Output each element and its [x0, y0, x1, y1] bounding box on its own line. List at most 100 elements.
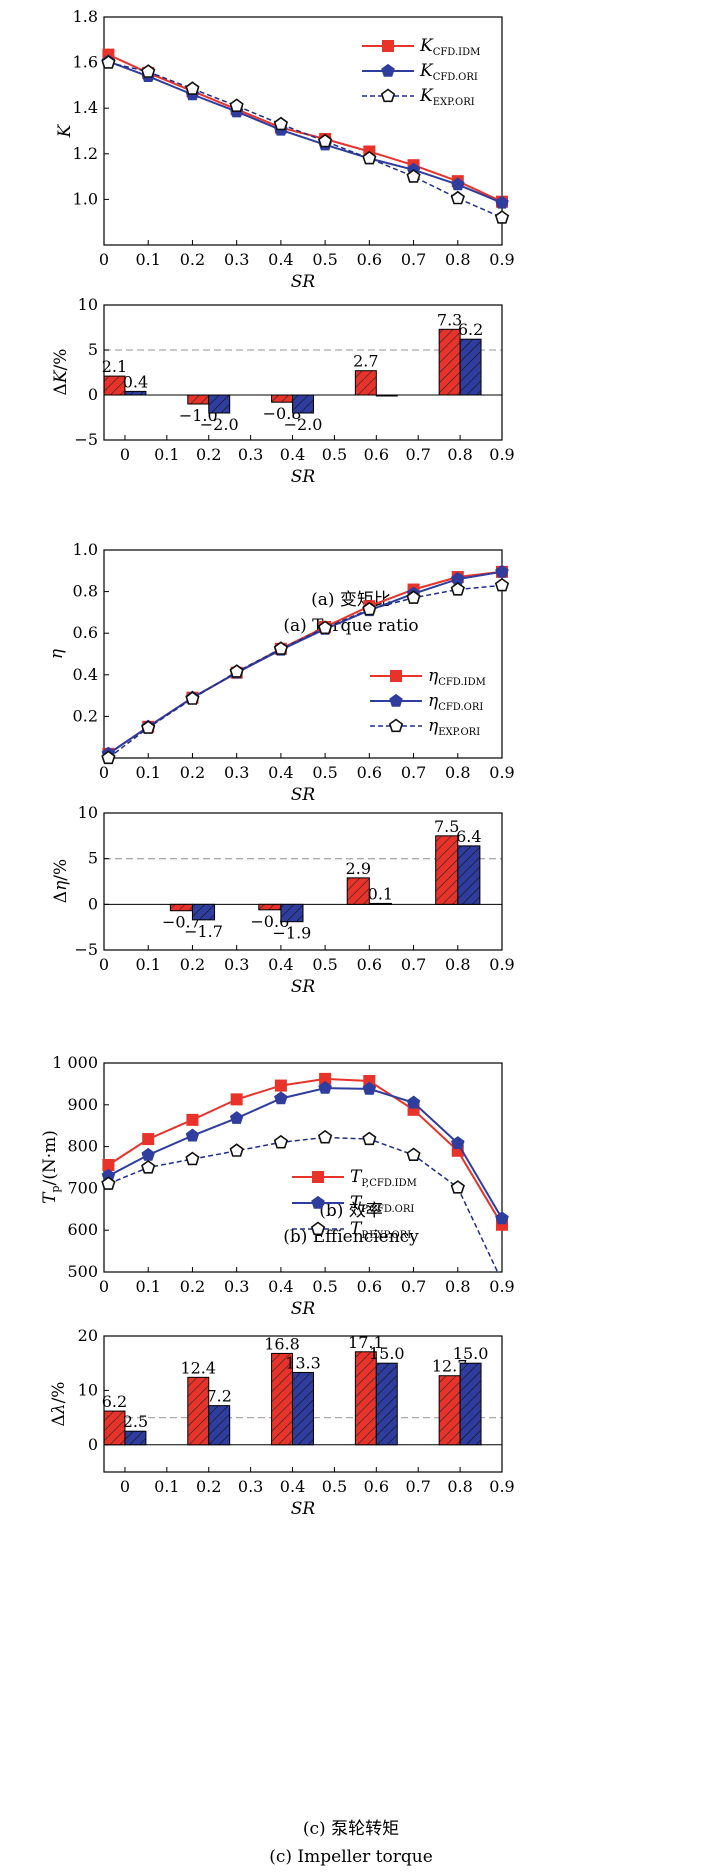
x-tick-label: 0.2 [180, 1277, 205, 1296]
data-point [141, 1160, 156, 1174]
x-tick-label: 0.9 [489, 250, 514, 269]
x-tick-label: 0.7 [405, 1477, 430, 1496]
bar [124, 1430, 147, 1446]
series-line-1 [108, 60, 503, 204]
plot-frame [103, 16, 503, 246]
y-tick-label: 0 [88, 385, 98, 404]
x-tick-label: 0.6 [357, 250, 382, 269]
bar-value-label: 2.5 [123, 1412, 148, 1431]
x-tick-label: 0.4 [280, 1477, 305, 1496]
data-point [451, 1136, 465, 1149]
bar-value-label: 0.4 [123, 372, 148, 391]
legend-symbol: K [419, 61, 434, 81]
x-tick-label: 0.7 [401, 250, 426, 269]
x-tick-label: 0.4 [268, 250, 293, 269]
chart-impeller-torque-deviation: 6.22.512.47.216.813.317.115.012.715.00 0.… [49, 1326, 515, 1519]
legend-label: TP,CFD.IDM [350, 1167, 417, 1189]
y-axis-label: K [55, 123, 75, 138]
y-tick-label: 10 [78, 1380, 98, 1399]
data-point [185, 691, 200, 705]
x-tick-label: 0.5 [312, 1277, 337, 1296]
y-tick-label: 0 [88, 1435, 98, 1454]
y-axis-label-part: Δ [49, 1414, 69, 1426]
x-tick-label: 0.1 [135, 1277, 160, 1296]
x-tick-label: 0.3 [224, 250, 249, 269]
x-tick-label: 0.8 [445, 763, 470, 782]
y-tick-label: 900 [67, 1095, 98, 1114]
caption-c-en: (c) Impeller torque [269, 1847, 433, 1867]
bar-value-label: 6.4 [456, 827, 481, 846]
data-point [185, 1128, 200, 1142]
bar-value-label: −2.0 [200, 415, 239, 434]
chart-efficiency-line: 0 0.1 0.2 0.3 0.4 0.5 0.6 0.7 0.8 0.9 0.2 0.4 0.6 0.8… [47, 540, 515, 805]
x-tick-label: 0.6 [364, 1477, 389, 1496]
y-axis-label-part: Δ [51, 383, 71, 395]
x-tick-label: 0.6 [357, 1277, 382, 1296]
y-tick-label: −5 [74, 940, 98, 959]
x-tick-label: 0.5 [312, 763, 337, 782]
series-line-0 [107, 53, 503, 203]
legend-label: ηCFD.ORI [428, 691, 483, 713]
bar-value-label: 16.8 [264, 1334, 300, 1353]
y-axis-label-part: /(N·m) [40, 1130, 60, 1185]
y-axis-label: ΔK/% [51, 349, 71, 396]
bar [258, 903, 282, 911]
y-axis-label-part: T [40, 1191, 60, 1204]
legend-subscript: CFD.IDM [433, 47, 481, 58]
legend-subscript: P,CFD.ORI [361, 1204, 414, 1215]
bar-value-label: −0.8 [263, 404, 302, 423]
data-point [317, 1129, 333, 1144]
bar [459, 338, 482, 396]
y-axis-label: Tp/(N·m) [40, 1130, 62, 1204]
data-point [494, 210, 510, 224]
x-tick-label: 0.8 [445, 1277, 470, 1296]
chart-torque-ratio-deviation: 2.10.4−1.0−2.0−0.8−2.02.77.36.20 0.1 0.2 0.… [51, 295, 515, 487]
x-tick-label: 0.3 [238, 445, 263, 464]
data-point [273, 1134, 289, 1149]
legend-subscript: CFD.ORI [438, 702, 483, 713]
x-axis-label: SR [291, 467, 316, 487]
x-tick-label: 0.1 [135, 763, 160, 782]
x-tick-label: 0.8 [445, 250, 470, 269]
legend-subscript: CFD.ORI [433, 72, 478, 83]
x-tick-label: 0.1 [135, 955, 160, 974]
bar [187, 394, 210, 405]
legend-label: TP,CFD.ORI [350, 1193, 414, 1215]
legend-symbol: T [350, 1167, 363, 1187]
x-tick-label: 0.9 [489, 763, 514, 782]
x-tick-label: 0.7 [401, 955, 426, 974]
bar-value-label: −1.9 [273, 924, 312, 943]
x-tick-label: 0 [120, 1477, 130, 1496]
data-point [317, 133, 333, 148]
x-tick-label: 0.4 [280, 445, 305, 464]
series-line-1 [107, 1087, 503, 1220]
bar [208, 394, 231, 414]
bar-value-label: 15.0 [369, 1344, 405, 1363]
x-axis-label: SR [291, 1499, 316, 1519]
bar [292, 1371, 314, 1446]
data-point [495, 1211, 509, 1225]
legend-marker [310, 1221, 326, 1236]
legend-subscript: P,CFD.IDM [361, 1178, 417, 1189]
legend-marker [382, 40, 394, 52]
data-point [495, 564, 509, 578]
bar [375, 394, 398, 397]
legend-symbol: K [419, 36, 434, 56]
bar [375, 1362, 398, 1446]
y-axis-label-part: /% [51, 349, 71, 371]
bar-value-label: 12.7 [432, 1357, 468, 1376]
data-point [185, 81, 200, 95]
bar-value-label: 2.9 [346, 859, 371, 878]
bar-value-label: 15.0 [453, 1344, 489, 1363]
y-tick-label: 1.2 [73, 144, 98, 163]
bar-value-label: −1.0 [179, 406, 218, 425]
data-point [450, 190, 465, 205]
x-axis-label: SR [291, 1299, 316, 1319]
series-line-2 [108, 1136, 499, 1273]
data-point [495, 195, 509, 209]
data-point [229, 98, 244, 112]
x-tick-label: 0 [99, 250, 109, 269]
